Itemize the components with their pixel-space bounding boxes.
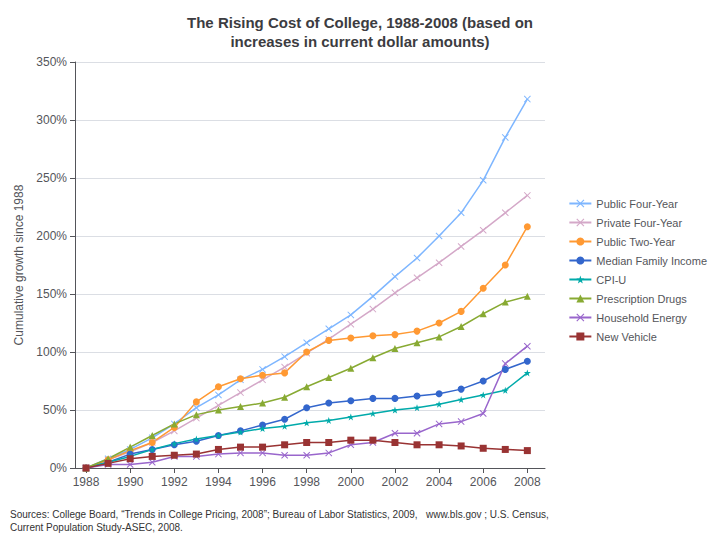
svg-text:increases in current dollar am: increases in current dollar amounts) xyxy=(230,33,489,50)
svg-text:Sources: College Board, “Trend: Sources: College Board, “Trends in Colle… xyxy=(10,509,549,520)
svg-text:2008: 2008 xyxy=(514,475,541,489)
svg-text:The Rising Cost of College, 19: The Rising Cost of College, 1988-2008 (b… xyxy=(187,14,533,31)
svg-text:1998: 1998 xyxy=(293,475,320,489)
svg-text:100%: 100% xyxy=(36,345,67,359)
svg-text:Current Population Study-ASEC,: Current Population Study-ASEC, 2008. xyxy=(10,522,183,533)
svg-text:1992: 1992 xyxy=(161,475,188,489)
svg-text:0%: 0% xyxy=(50,461,68,475)
svg-text:1994: 1994 xyxy=(205,475,232,489)
svg-text:Public Two-Year: Public Two-Year xyxy=(596,236,675,248)
svg-text:1990: 1990 xyxy=(117,475,144,489)
svg-text:2002: 2002 xyxy=(382,475,409,489)
svg-text:2000: 2000 xyxy=(337,475,364,489)
svg-text:2004: 2004 xyxy=(426,475,453,489)
svg-text:1988: 1988 xyxy=(73,475,100,489)
svg-text:2006: 2006 xyxy=(470,475,497,489)
svg-text:1996: 1996 xyxy=(249,475,276,489)
svg-text:250%: 250% xyxy=(36,171,67,185)
svg-text:350%: 350% xyxy=(36,55,67,69)
svg-text:200%: 200% xyxy=(36,229,67,243)
svg-text:50%: 50% xyxy=(43,403,67,417)
svg-text:Cumulative growth since 1988: Cumulative growth since 1988 xyxy=(12,184,26,345)
svg-text:Household Energy: Household Energy xyxy=(596,312,687,324)
svg-text:300%: 300% xyxy=(36,113,67,127)
svg-text:Median Family Income: Median Family Income xyxy=(596,255,707,267)
svg-text:150%: 150% xyxy=(36,287,67,301)
svg-text:New Vehicle: New Vehicle xyxy=(596,331,657,343)
svg-text:Prescription Drugs: Prescription Drugs xyxy=(596,293,687,305)
svg-text:Public Four-Year: Public Four-Year xyxy=(596,198,678,210)
svg-text:CPI-U: CPI-U xyxy=(596,274,626,286)
svg-text:Private Four-Year: Private Four-Year xyxy=(596,217,682,229)
